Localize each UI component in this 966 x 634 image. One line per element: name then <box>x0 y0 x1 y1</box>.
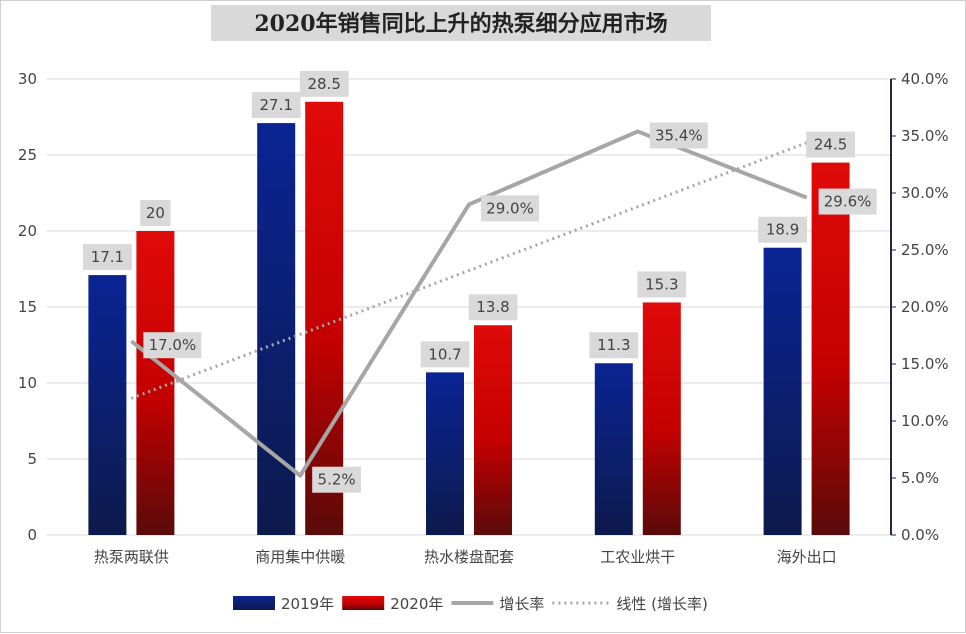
data-label-box <box>143 332 202 359</box>
y-left-tick-label: 10 <box>18 374 37 392</box>
x-category-label: 商用集中供暖 <box>255 548 345 566</box>
bar-series-2 <box>474 325 512 535</box>
x-category-label: 工农业烘干 <box>600 548 675 566</box>
y-right-tick-label: 30.0% <box>901 184 949 202</box>
y-left-tick-label: 30 <box>18 70 37 88</box>
data-label-text: 18.9 <box>766 221 799 239</box>
data-label: 10.7 <box>420 341 470 368</box>
y-left-tick-label: 0 <box>27 526 37 544</box>
bar-series-2 <box>136 231 175 535</box>
data-label: 28.5 <box>299 70 349 97</box>
legend-swatch <box>342 596 385 610</box>
data-label: 15.3 <box>637 271 687 298</box>
data-label-box <box>481 195 539 222</box>
data-label-text: 24.5 <box>814 136 847 154</box>
y-left-tick-label: 5 <box>27 450 37 468</box>
bar-series-2 <box>642 302 681 535</box>
y-right-tick-label: 10.0% <box>901 412 949 430</box>
y-right-tick-label: 35.0% <box>901 127 949 145</box>
data-label: 29.6% <box>818 188 877 215</box>
data-label-text: 5.2% <box>318 471 356 489</box>
x-category-label: 海外出口 <box>777 548 837 566</box>
trendline <box>130 141 808 400</box>
data-label-box <box>818 188 877 215</box>
data-label-text: 11.3 <box>597 336 630 354</box>
y-right-tick-label: 5.0% <box>901 469 939 487</box>
data-label: 17.1 <box>83 244 132 271</box>
data-label-text: 10.7 <box>428 345 461 363</box>
data-label-text: 17.0% <box>149 336 197 354</box>
data-label: 13.8 <box>468 294 518 321</box>
data-label-text: 29.6% <box>824 193 872 211</box>
bar-series-1 <box>426 372 464 535</box>
data-label-box <box>806 131 855 158</box>
data-label-box <box>758 216 807 243</box>
data-label-box <box>251 92 301 119</box>
data-label-box <box>649 122 708 149</box>
x-category-label: 热水楼盘配套 <box>424 548 514 566</box>
data-label: 29.0% <box>481 195 539 222</box>
legend-label: 增长率 <box>499 595 544 613</box>
bar-series-1 <box>88 275 127 535</box>
data-label-box <box>312 466 361 493</box>
data-label-text: 35.4% <box>655 126 703 144</box>
data-label-box <box>140 200 171 226</box>
data-label: 5.2% <box>312 466 361 493</box>
y-right-tick-label: 25.0% <box>901 241 949 259</box>
data-label: 35.4% <box>649 122 708 149</box>
legend-label: 线性 (增长率) <box>616 595 707 613</box>
data-label: 18.9 <box>758 216 807 243</box>
y-right-tick-label: 15.0% <box>901 355 949 373</box>
x-category-label: 热泵两联供 <box>94 548 169 566</box>
y-left-tick-label: 20 <box>18 222 37 240</box>
y-right-tick-label: 40.0% <box>901 70 949 88</box>
bar-series-1 <box>594 363 633 535</box>
data-label: 17.0% <box>143 332 202 359</box>
data-label-text: 17.1 <box>91 248 124 266</box>
data-label-text: 29.0% <box>486 199 534 217</box>
bar-series-1 <box>763 247 802 535</box>
data-label-box <box>83 244 132 271</box>
legend-label: 2020年 <box>390 595 443 613</box>
data-label-box <box>468 294 518 321</box>
bar-series-2 <box>811 162 850 535</box>
growth-rate-line <box>130 129 808 478</box>
y-right-tick-label: 0.0% <box>901 526 939 544</box>
legend-label: 2019年 <box>281 595 334 613</box>
chart-title-text: 2020年销售同比上升的热泵细分应用市场 <box>254 11 667 37</box>
data-label-text: 13.8 <box>476 298 509 316</box>
bar-series-2 <box>305 101 344 536</box>
data-label: 20 <box>140 200 171 226</box>
y-right-tick-label: 20.0% <box>901 298 949 316</box>
y-left-tick-label: 15 <box>18 298 37 316</box>
chart-title: 2020年销售同比上升的热泵细分应用市场 <box>211 5 711 41</box>
data-label-box <box>637 271 687 298</box>
data-label: 11.3 <box>589 332 639 359</box>
data-label: 27.1 <box>251 92 301 119</box>
bar-series-1 <box>257 123 296 535</box>
data-label-box <box>299 70 349 97</box>
data-label-text: 28.5 <box>307 75 340 93</box>
y-left-tick-label: 25 <box>18 146 37 164</box>
data-label-box <box>420 341 470 368</box>
chart-title-box <box>211 5 711 41</box>
data-label: 24.5 <box>806 131 855 158</box>
data-label-text: 20 <box>146 204 165 222</box>
data-label-text: 15.3 <box>645 275 678 293</box>
data-label-text: 27.1 <box>259 96 292 114</box>
data-label-box <box>589 332 639 359</box>
legend-swatch <box>233 596 275 610</box>
